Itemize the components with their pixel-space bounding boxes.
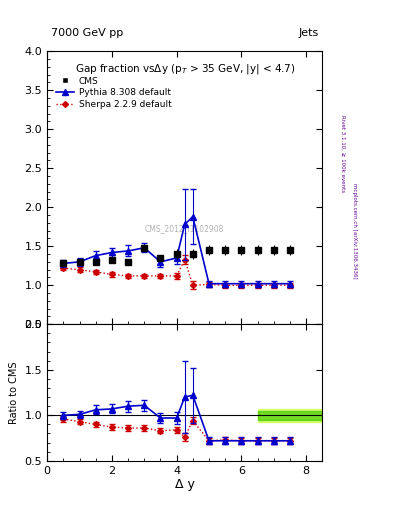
Bar <box>257 411 322 420</box>
Text: Jets: Jets <box>298 28 318 38</box>
Text: 7000 GeV pp: 7000 GeV pp <box>51 28 123 38</box>
Text: Rivet 3.1.10, ≥ 100k events: Rivet 3.1.10, ≥ 100k events <box>340 115 345 192</box>
Legend: CMS, Pythia 8.308 default, Sherpa 2.2.9 default: CMS, Pythia 8.308 default, Sherpa 2.2.9 … <box>54 75 173 111</box>
Text: mcplots.cern.ch [arXiv:1306.3436]: mcplots.cern.ch [arXiv:1306.3436] <box>352 183 357 278</box>
Bar <box>257 409 322 422</box>
Y-axis label: Ratio to CMS: Ratio to CMS <box>9 361 19 424</box>
X-axis label: Δ y: Δ y <box>175 478 195 492</box>
Text: CMS_2012_I1102908: CMS_2012_I1102908 <box>145 224 224 233</box>
Text: Gap fraction vs$\Delta$y (p$_T$ > 35 GeV, |y| < 4.7): Gap fraction vs$\Delta$y (p$_T$ > 35 GeV… <box>75 62 295 76</box>
